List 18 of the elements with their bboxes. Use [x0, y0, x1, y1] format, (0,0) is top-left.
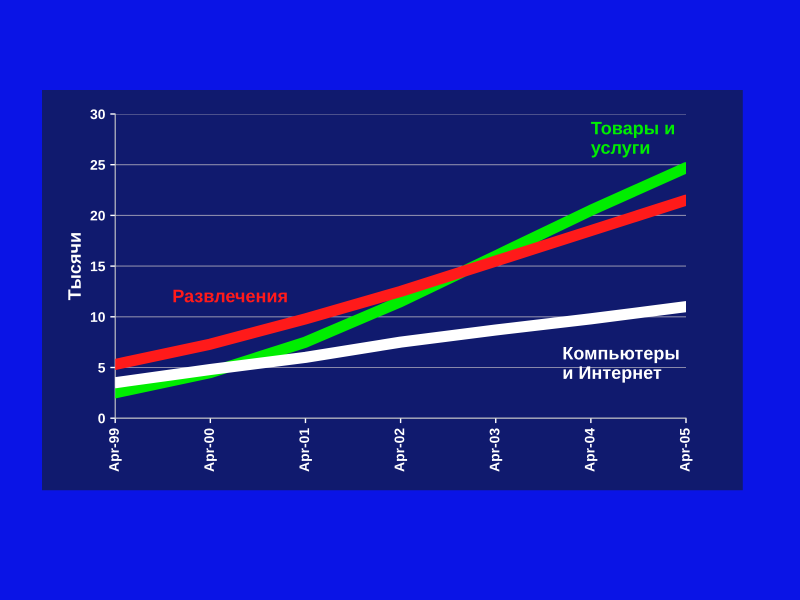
series-label: Товары и услуги — [591, 122, 674, 158]
y-axis-title: Тысячи — [68, 233, 81, 300]
x-tick-label: Apr-05 — [680, 428, 692, 472]
y-tick-label: 10 — [90, 312, 105, 322]
x-tick-label: Apr-00 — [204, 428, 217, 472]
series-label: Компьютеры и Интернет — [564, 346, 679, 383]
x-tick-label: Apr-03 — [490, 428, 502, 472]
x-tick-label: Apr-99 — [109, 428, 122, 472]
y-tick-label: 5 — [98, 362, 106, 373]
y-tick-label: 20 — [90, 210, 105, 221]
y-tick-label: 30 — [90, 109, 105, 120]
x-tick-label: Apr-04 — [584, 428, 598, 472]
x-tick-label: Apr-02 — [394, 428, 408, 472]
y-tick-label: 15 — [90, 262, 106, 272]
y-tick-label: 0 — [98, 414, 105, 424]
x-tick-label: Apr-01 — [299, 428, 312, 472]
series-label: Развлечения — [173, 290, 287, 302]
y-tick-label: 25 — [90, 160, 106, 170]
